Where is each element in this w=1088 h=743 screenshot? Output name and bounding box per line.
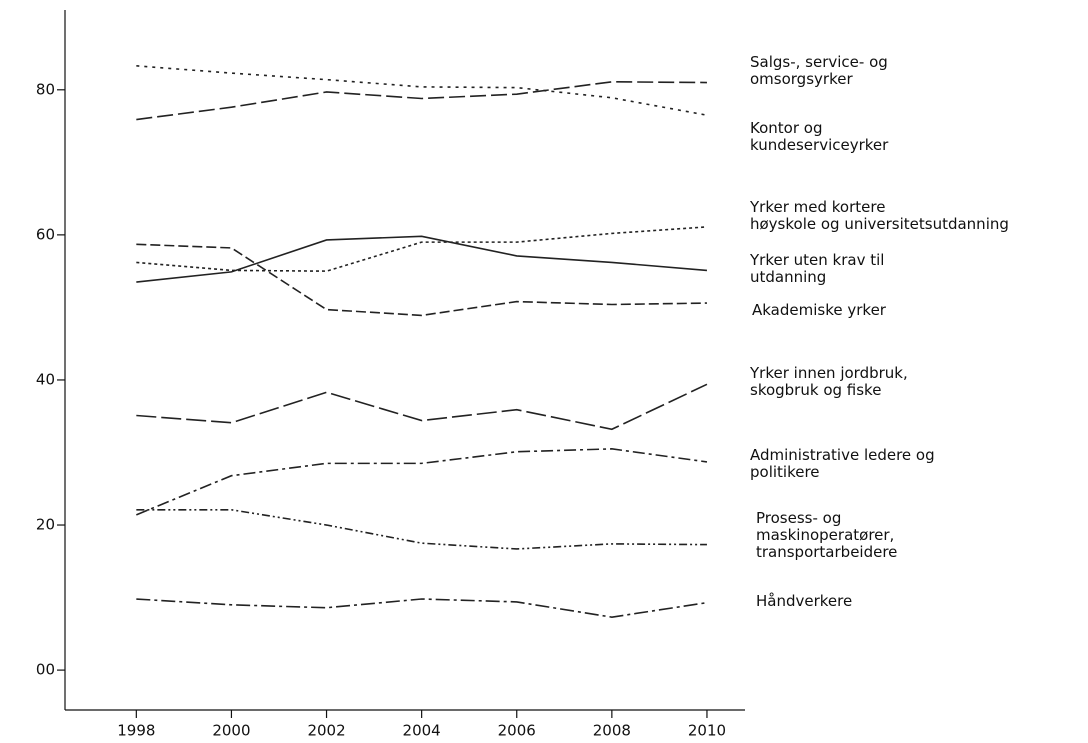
- y-tick-label: 00: [36, 661, 55, 679]
- x-tick-label: 2000: [212, 722, 250, 740]
- series-line: [136, 226, 708, 272]
- x-tick-label: 2004: [403, 722, 441, 740]
- series-label: Akademiske yrker: [752, 301, 887, 319]
- y-tick-label: 60: [36, 225, 55, 243]
- y-tick-label: 80: [36, 80, 55, 98]
- series-label: Kontor og kundeserviceyrker: [750, 119, 889, 154]
- series-line: [136, 81, 707, 121]
- series-line: [136, 235, 708, 283]
- series-label: Håndverkere: [756, 592, 852, 610]
- series-label: Yrker med kortere høyskole og universitet…: [749, 198, 1009, 233]
- y-tick-label: 40: [36, 370, 55, 388]
- series-line: [136, 383, 708, 431]
- series-line: [136, 598, 708, 618]
- series-label: Yrker uten krav til utdanning: [749, 251, 884, 286]
- x-tick-label: 2002: [307, 722, 345, 740]
- x-tick-label: 1998: [117, 722, 155, 740]
- x-tick-label: 2010: [688, 722, 726, 740]
- series-line: [136, 448, 708, 516]
- x-tick-label: 2006: [498, 722, 536, 740]
- series-label: Yrker innen jordbruk, skogbruk og fiske: [749, 364, 908, 399]
- series-label: Administrative ledere og politikere: [750, 446, 935, 481]
- series-label: Prosess- og maskinoperatører, transportarb…: [756, 509, 897, 561]
- x-tick-label: 2008: [593, 722, 631, 740]
- series-label: Salgs-, service- og omsorgsyrker: [750, 53, 888, 88]
- y-tick-label: 20: [36, 516, 55, 534]
- series-line: [136, 508, 707, 550]
- series-line: [136, 243, 707, 317]
